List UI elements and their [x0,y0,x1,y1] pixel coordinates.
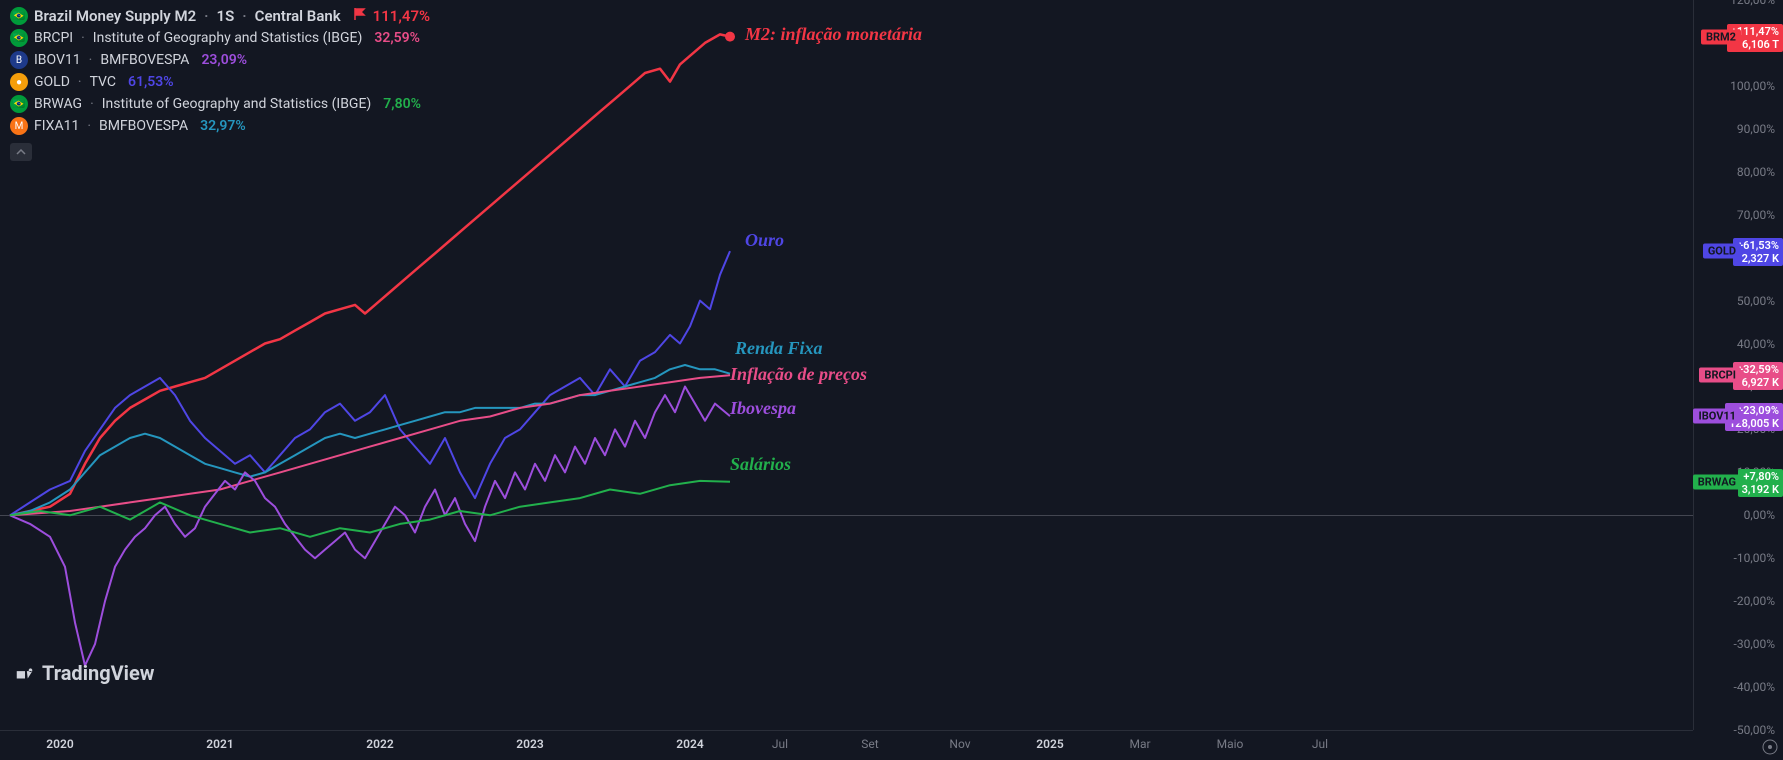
legend-item-fixa11[interactable]: MFIXA11·BMFBOVESPA32,97% [10,115,430,137]
series-value: 32,97% [200,118,246,134]
series-symbol: FIXA11 [34,118,79,134]
series-source: TVC [90,74,116,90]
tradingview-logo-icon [14,662,36,684]
x-tick: 2025 [1036,737,1063,751]
title-value: 111,47% [373,7,430,25]
y-axis[interactable]: 120,00%100,00%90,00%80,00%70,00%60,00%50… [1693,0,1783,730]
chart-source: Central Bank [255,7,341,25]
series-line-brwag [10,481,730,537]
chart-plot-area[interactable]: 🇧🇷 Brazil Money Supply M2 · 1S · Central… [0,0,1693,730]
legend-item-ibov11[interactable]: BIBOV11·BMFBOVESPA23,09% [10,49,430,71]
y-tick: 80,00% [1737,165,1775,179]
chart-annotation: Ibovespa [730,398,796,419]
series-symbol: BRWAG [34,96,82,112]
x-tick: Set [861,737,878,751]
legend-panel: 🇧🇷 Brazil Money Supply M2 · 1S · Central… [10,5,430,161]
price-badge-brwag[interactable]: +7,80%3,192 K [1738,469,1783,497]
chevron-up-icon [16,149,26,155]
series-value: 7,80% [383,96,421,112]
tradingview-watermark: TradingView [14,661,154,685]
series-source: BMFBOVESPA [100,52,189,68]
chart-annotation: Salários [730,454,791,475]
series-icon: B [10,51,28,69]
y-tick: 40,00% [1737,337,1775,351]
flag-marker-icon [353,7,367,25]
y-tick: 90,00% [1737,122,1775,136]
y-tick: 0,00% [1744,508,1775,522]
series-value: 61,53% [128,74,174,90]
y-tick: 70,00% [1737,208,1775,222]
chart-annotation: Ouro [745,230,784,251]
y-tick: -40,00% [1734,680,1775,694]
x-tick: Mar [1129,737,1150,751]
legend-item-brwag[interactable]: 🇧🇷BRWAG·Institute of Geography and Stati… [10,93,430,115]
x-tick: 2021 [206,737,233,751]
series-line-ibov [10,387,730,666]
y-tick: -30,00% [1734,637,1775,651]
price-tag-m2: BRM2 [1701,29,1741,44]
y-tick: -10,00% [1734,551,1775,565]
price-tag-ibov: IBOV11 [1693,409,1741,424]
series-symbol: BRCPI [34,30,73,46]
series-icon: 🇧🇷 [10,29,28,47]
series-value: 32,59% [374,30,420,46]
series-symbol: GOLD [34,74,70,90]
y-tick: 120,00% [1730,0,1775,7]
y-tick: 50,00% [1737,294,1775,308]
series-icon: ● [10,73,28,91]
series-source: Institute of Geography and Statistics (I… [102,96,372,112]
x-tick: Nov [949,737,970,751]
x-tick: 2022 [366,737,393,751]
chart-title: Brazil Money Supply M2 [34,7,196,25]
legend-collapse-button[interactable] [10,143,32,161]
legend-item-gold[interactable]: ●GOLD·TVC61,53% [10,71,430,93]
series-source: Institute of Geography and Statistics (I… [93,30,363,46]
y-tick: 100,00% [1730,79,1775,93]
y-tick: -20,00% [1734,594,1775,608]
chart-annotation: M2: inflação monetária [745,24,922,45]
x-tick: 2020 [46,737,73,751]
series-value: 23,09% [201,52,247,68]
legend-title-row[interactable]: 🇧🇷 Brazil Money Supply M2 · 1S · Central… [10,5,430,27]
series-line-gold [10,251,730,515]
settings-gear-icon[interactable] [1761,738,1779,756]
legend-item-brcpi[interactable]: 🇧🇷BRCPI·Institute of Geography and Stati… [10,27,430,49]
x-tick: 2024 [676,737,703,751]
price-tag-gold: GOLD [1703,244,1741,259]
x-tick: Maio [1217,737,1244,751]
series-source: BMFBOVESPA [99,118,188,134]
series-symbol: IBOV11 [34,52,81,68]
chart-interval: 1S [217,7,235,25]
price-tag-brcpi: BRCPI [1699,368,1741,383]
x-tick: Jul [1312,737,1328,751]
series-end-marker-m2 [725,32,735,42]
x-axis[interactable]: 2020 2021 2022 2023 2024 Jul Set Nov 2025 Mar Maio… [0,730,1693,760]
series-icon: 🇧🇷 [10,95,28,113]
chart-annotation: Renda Fixa [735,338,823,359]
price-tag-brwag: BRWAG [1693,474,1741,489]
series-icon: M [10,117,28,135]
flag-icon: 🇧🇷 [10,7,28,25]
chart-annotation: Inflação de preços [730,364,867,385]
x-tick: Jul [772,737,788,751]
x-tick: 2023 [516,737,543,751]
y-tick: -50,00% [1734,723,1775,737]
